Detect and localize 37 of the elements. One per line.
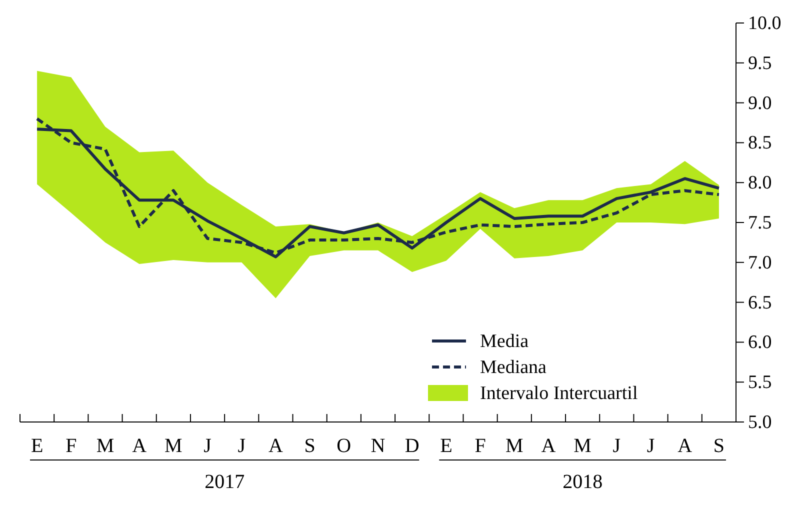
x-tick-label: J bbox=[204, 435, 212, 457]
x-tick-label: N bbox=[370, 435, 386, 457]
y-tick-label: 8.0 bbox=[748, 172, 772, 194]
x-tick-label: J bbox=[238, 435, 246, 457]
y-tick-label: 5.0 bbox=[748, 412, 772, 433]
y-tick-label: 8.5 bbox=[748, 132, 772, 154]
y-tick-label: 7.0 bbox=[748, 252, 772, 274]
x-tick-label: J bbox=[646, 435, 655, 457]
y-tick-label: 9.5 bbox=[748, 52, 772, 74]
y-tick-label: 9.0 bbox=[748, 92, 772, 114]
y-tick-label: 6.0 bbox=[748, 332, 772, 354]
x-tick-label: D bbox=[404, 435, 420, 457]
legend-label: Mediana bbox=[480, 357, 548, 378]
x-tick-label: A bbox=[541, 435, 556, 457]
legend-label: Intervalo Intercuartil bbox=[480, 383, 638, 404]
legend-label: Media bbox=[480, 331, 530, 352]
x-tick-label: S bbox=[713, 435, 725, 457]
x-tick-label: A bbox=[132, 435, 148, 457]
y-tick-label: 7.5 bbox=[748, 212, 772, 234]
y-tick-label: 6.5 bbox=[748, 292, 772, 314]
x-tick-label: M bbox=[505, 435, 524, 457]
text: 2018 bbox=[562, 471, 603, 493]
x-tick-label: J bbox=[612, 435, 621, 457]
x-tick-label: O bbox=[336, 435, 352, 457]
x-tick-label: F bbox=[474, 435, 486, 457]
x-tick-label: A bbox=[678, 435, 693, 457]
x-tick-label: E bbox=[30, 435, 44, 457]
x-tick-label: M bbox=[164, 435, 183, 457]
text: 2017 bbox=[204, 471, 245, 493]
x-tick-label: A bbox=[268, 435, 284, 457]
x-tick-label: F bbox=[66, 435, 77, 457]
x-tick-label: M bbox=[96, 435, 114, 457]
y-tick-label: 5.5 bbox=[748, 372, 772, 394]
x-tick-label: M bbox=[574, 435, 592, 457]
x-tick-label: E bbox=[440, 435, 452, 457]
y-tick-label: 10.0 bbox=[748, 13, 782, 34]
x-tick-label: S bbox=[304, 435, 316, 457]
